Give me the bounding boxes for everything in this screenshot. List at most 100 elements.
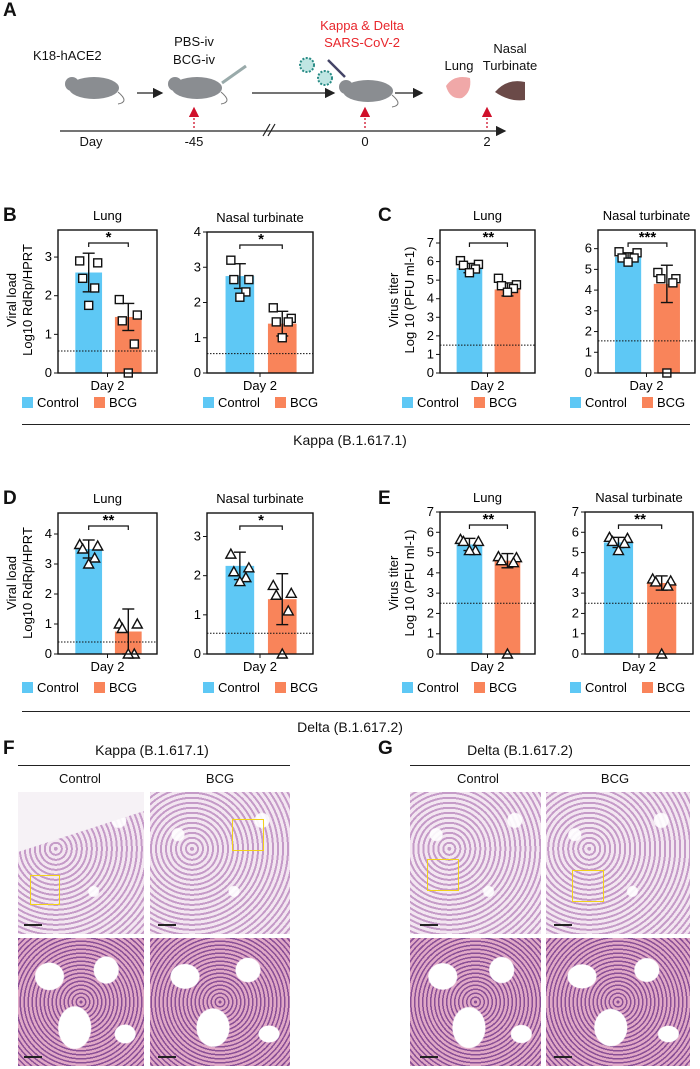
plot-frame [439, 229, 536, 374]
legend-label-bcg: BCG [290, 395, 318, 410]
y-axis-label-line1: Virus titer [386, 272, 401, 327]
legend-swatch-control [22, 397, 33, 408]
x-axis-label: Day 2 [471, 659, 505, 674]
data-point [224, 547, 238, 559]
data-point [227, 565, 241, 577]
treatment-label-1: PBS-iv [174, 34, 214, 49]
bar-control [603, 542, 634, 654]
legend-label-bcg: BCG [657, 680, 685, 695]
scale-bar [554, 1056, 572, 1058]
y-tick-label: 2 [45, 288, 52, 303]
y-tick-label: 4 [427, 565, 434, 580]
data-point [226, 255, 236, 265]
y-tick-label: 6 [427, 254, 434, 269]
y-tick-label: 3 [572, 585, 579, 600]
panel-g-control-label: Control [457, 771, 499, 786]
panel-label-f: F [3, 738, 15, 759]
legend-swatch-control [203, 397, 214, 408]
timeline-tick: 0 [361, 134, 369, 149]
data-point [235, 292, 245, 302]
legend-label-control: Control [585, 680, 627, 695]
data-point [244, 274, 254, 285]
bar-charts: Lung Day 2 0 1 2 3 * Nasal turbinate Day 2 0 1 2 3 4 *… [4, 208, 696, 695]
y-tick-label: 5 [585, 261, 592, 276]
data-point [76, 542, 89, 554]
legend-label-bcg: BCG [657, 395, 685, 410]
organ-label-lung: Lung [444, 58, 474, 73]
y-tick-label: 1 [45, 326, 52, 341]
significance-bracket [239, 244, 283, 249]
legend-label-control: Control [417, 680, 459, 695]
legend-label-control: Control [585, 395, 627, 410]
chart-title: Nasal turbinate [216, 210, 303, 225]
data-point [83, 300, 94, 311]
bar-control [456, 544, 483, 654]
y-tick-label: 4 [585, 282, 592, 297]
legend-label-bcg: BCG [290, 680, 318, 695]
y-tick-label: 0 [427, 646, 434, 661]
y-tick-label: 3 [194, 529, 201, 544]
panel-f-divider [18, 765, 290, 766]
y-tick-label: 7 [572, 504, 579, 519]
data-point [129, 339, 139, 349]
y-axis-label-line1: Virus titer [386, 555, 401, 610]
y-tick-label: 4 [572, 565, 579, 580]
significance-bracket [468, 524, 509, 529]
lung-icon [446, 77, 471, 99]
x-axis-label: Day 2 [91, 378, 125, 393]
legend-label-control: Control [218, 395, 260, 410]
syringe-icon [221, 64, 247, 85]
data-point [656, 274, 666, 284]
data-point [649, 575, 662, 587]
virus-icon [299, 57, 315, 73]
data-point [88, 551, 101, 563]
mouse-icon [339, 80, 399, 108]
data-point [282, 604, 295, 616]
data-point [463, 544, 476, 556]
legend-swatch-bcg [275, 397, 286, 408]
panel-g-divider [410, 765, 690, 766]
virus-icon [317, 70, 333, 86]
histology-delta-control-high [410, 938, 541, 1066]
significance-bracket [468, 242, 509, 247]
data-point [668, 278, 678, 288]
timeline-tick: 2 [483, 134, 491, 149]
histology-delta-bcg-low [546, 792, 690, 934]
significance-stars: ** [634, 511, 646, 528]
y-tick-label: 3 [427, 585, 434, 600]
data-point [77, 273, 88, 284]
y-tick-label: 0 [194, 365, 201, 380]
data-point [242, 561, 256, 573]
region-of-interest-box [232, 819, 264, 851]
significance-stars: ** [483, 511, 495, 528]
timeline-arrows [188, 106, 493, 128]
legend-label-control: Control [417, 395, 459, 410]
y-tick-label: 7 [427, 235, 434, 250]
plot-frame [57, 229, 158, 374]
histology-kappa-bcg-high [150, 938, 290, 1066]
y-tick-label: 1 [194, 330, 201, 345]
scale-bar [24, 1056, 42, 1058]
legend-swatch-control [402, 397, 413, 408]
data-point [270, 588, 283, 600]
y-tick-label: 4 [427, 291, 434, 306]
y-tick-label: 0 [427, 365, 434, 380]
plot-frame [597, 229, 696, 374]
bar-bcg [647, 583, 677, 654]
region-of-interest-box [572, 870, 604, 902]
legend-swatch-control [570, 397, 581, 408]
treatment-label-2: BCG-iv [173, 52, 215, 67]
data-point [117, 316, 127, 326]
data-point [472, 534, 485, 547]
schematic [60, 57, 525, 137]
virus-label-1: Kappa & Delta [320, 18, 404, 33]
y-axis-label-line2: Log10 RdRp/HPRT [20, 244, 35, 356]
data-point [464, 268, 475, 278]
y-tick-label: 0 [572, 646, 579, 661]
bar-bcg [494, 560, 521, 654]
data-point [496, 281, 507, 291]
legend-swatch-bcg [642, 397, 653, 408]
legend-swatch-bcg [642, 682, 653, 693]
y-tick-label: 1 [585, 344, 592, 359]
legend-swatch-control [22, 682, 33, 693]
